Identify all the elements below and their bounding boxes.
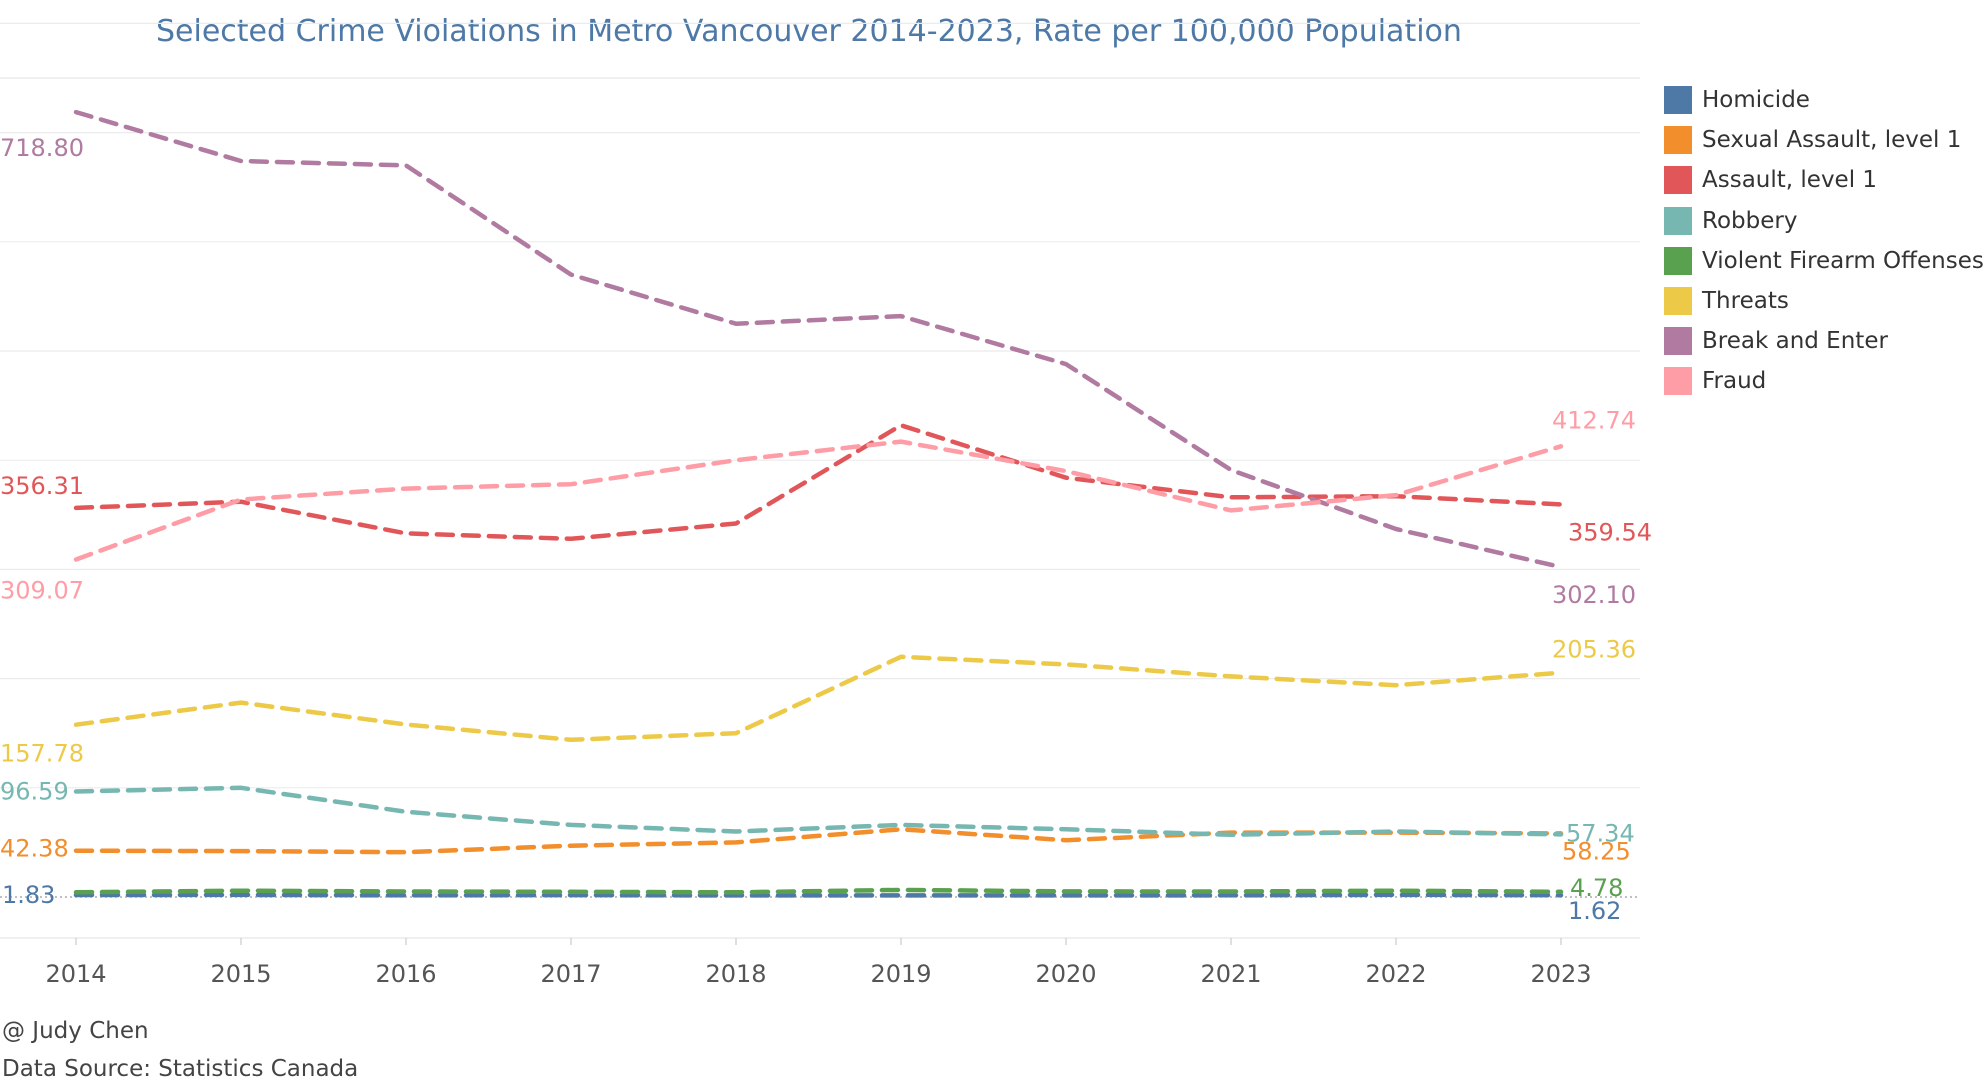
x-tick-label-2017: 2017 (540, 960, 601, 988)
data-label-fraud-2014: 309.07 (0, 576, 84, 604)
legend-swatch (1664, 126, 1692, 155)
legend-swatch (1664, 287, 1692, 316)
data-label-robbery-2014: 96.59 (0, 778, 69, 806)
legend-item-homicide[interactable]: Homicide (1664, 80, 1984, 120)
legend-label: Threats (1702, 288, 1789, 315)
data-label-assault-level-1-2023: 359.54 (1568, 518, 1652, 546)
chart-title: Selected Crime Violations in Metro Vanco… (156, 14, 1462, 49)
legend-swatch (1664, 246, 1692, 275)
data-label-threats-2023: 205.36 (1552, 636, 1636, 664)
legend-label: Break and Enter (1702, 328, 1888, 355)
series-line-fraud (73, 439, 1564, 562)
legend-swatch (1664, 166, 1692, 195)
x-tick-label-2023: 2023 (1530, 960, 1591, 988)
gridlines (0, 22, 1640, 939)
author-credit: @ Judy Chen (2, 1018, 149, 1044)
data-label-assault-level-1-2014: 356.31 (0, 472, 84, 500)
data-label-sexual-assault-level-1-2014: 42.38 (0, 835, 69, 863)
x-axis: 2014 2015 2016 2017 2018 2019 2020 2021 2022 2023 (45, 938, 1592, 988)
legend-item-threats[interactable]: Threats (1664, 281, 1984, 321)
legend-item-break-and-enter[interactable]: Break and Enter (1664, 321, 1984, 361)
series-line-break-and-enter (73, 109, 1564, 570)
legend-item-sexual-assault-level-1[interactable]: Sexual Assault, level 1 (1664, 120, 1984, 160)
data-label-break-and-enter-2023: 302.10 (1552, 581, 1636, 609)
legend: Homicide Sexual Assault, level 1 Assault, … (1664, 80, 1984, 402)
series-lines (73, 109, 1564, 898)
legend-item-violent-firearm-offenses[interactable]: Violent Firearm Offenses (1664, 241, 1984, 281)
series-line-robbery (73, 785, 1564, 838)
data-label-homicide-2023: 1.62 (1568, 897, 1621, 925)
legend-item-assault-level-1[interactable]: Assault, level 1 (1664, 160, 1984, 200)
legend-label: Sexual Assault, level 1 (1702, 127, 1962, 154)
x-tick-label-2015: 2015 (210, 960, 271, 988)
data-label-fraud-2023: 412.74 (1552, 406, 1636, 434)
data-label-break-and-enter-2014: 718.80 (0, 134, 84, 162)
legend-label: Fraud (1702, 368, 1767, 395)
series-line-threats (73, 654, 1564, 743)
series-line-assault-level-1 (73, 423, 1564, 542)
x-tick-label-2022: 2022 (1365, 960, 1426, 988)
legend-item-fraud[interactable]: Fraud (1664, 361, 1984, 401)
x-tick-label-2019: 2019 (870, 960, 931, 988)
legend-label: Robbery (1702, 207, 1798, 234)
x-tick-label-2021: 2021 (1200, 960, 1261, 988)
legend-swatch (1664, 86, 1692, 115)
legend-swatch (1664, 327, 1692, 356)
series-line-violent-firearm-offenses (73, 887, 1564, 895)
x-tick-label-2018: 2018 (705, 960, 766, 988)
legend-swatch (1664, 206, 1692, 235)
data-label-robbery-2023: 57.34 (1566, 819, 1635, 847)
legend-label: Assault, level 1 (1702, 167, 1878, 194)
data-label-homicide-2014: 1.83 (2, 881, 55, 909)
series-line-homicide (73, 892, 1564, 898)
data-label-threats-2014: 157.78 (0, 740, 84, 768)
x-tick-label-2016: 2016 (375, 960, 436, 988)
data-label-sexual-assault-level-1-2023: 58.25 (1562, 837, 1631, 865)
x-tick-label-2014: 2014 (45, 960, 106, 988)
legend-item-robbery[interactable]: Robbery (1664, 201, 1984, 241)
legend-label: Violent Firearm Offenses (1702, 247, 1984, 274)
x-tick-label-2020: 2020 (1035, 960, 1096, 988)
data-labels: 1.83 1.62 42.38 58.25 356.31 359.54 96.59 57.34… (0, 134, 1652, 925)
legend-label: Homicide (1702, 87, 1810, 114)
legend-swatch (1664, 367, 1692, 396)
data-source: Data Source: Statistics Canada (2, 1056, 359, 1082)
data-label-violent-firearm-offenses-2023: 4.78 (1570, 874, 1623, 902)
series-line-sexual-assault-level-1 (73, 827, 1564, 855)
